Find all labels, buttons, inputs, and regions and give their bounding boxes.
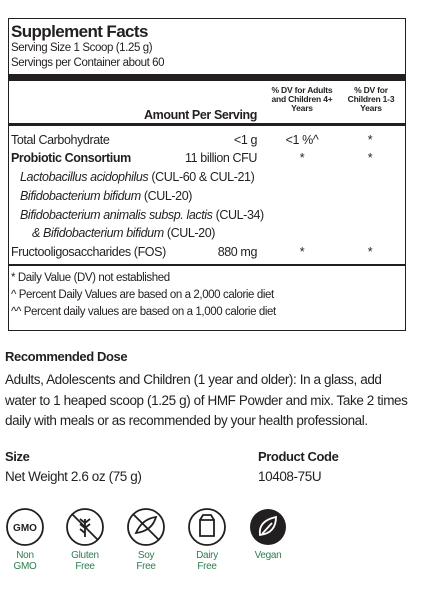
strain: & Bifidobacterium bifidum (CUL-20) (32, 226, 215, 240)
badge-label-line: Free (75, 561, 95, 572)
dv-children: * (367, 151, 373, 165)
strain-code: (CUL-34) (215, 208, 265, 222)
badge-label-line: Non (16, 550, 34, 561)
badge-label-line: Soy (137, 550, 155, 561)
badge-label-line: Vegan (254, 550, 282, 561)
gmo-icon-text: GMO (13, 523, 37, 534)
badge-label: Soy Free (116, 550, 176, 572)
footnote: ^ Percent Daily Values are based on a 2,… (11, 289, 274, 301)
amount: 11 billion CFU (185, 151, 257, 165)
dv-header: % DV for Children 1-3 Years (347, 85, 395, 113)
dose-text: Adults, Adolescents and Children (1 year… (5, 372, 408, 428)
facts-title: Supplement Facts (11, 22, 148, 41)
dv-header: % DV for Adults and Children 4+ Years (271, 85, 333, 113)
rule (9, 123, 405, 126)
amount: <1 g (233, 133, 257, 147)
strain: Bifidobacterium bifidum (CUL-20) (20, 189, 192, 203)
badge-label-line: Gluten (71, 550, 99, 561)
amount: 880 mg (217, 245, 258, 259)
code-heading: Product Code (258, 449, 339, 464)
dose-heading: Recommended Dose (5, 349, 128, 364)
serving-size: Serving Size 1 Scoop (1.25 g) (11, 42, 153, 54)
footnote: ^^ Percent daily values are based on a 1… (11, 306, 276, 318)
strain-code: (CUL-20) (166, 226, 216, 240)
dv-children: * (367, 133, 373, 147)
badge-label-line: GMO (13, 561, 37, 572)
rule (9, 264, 405, 266)
strain-name: Bifidobacterium animalis subsp. lactis (20, 208, 213, 222)
badge-icons: GMO (6, 508, 286, 546)
ingredient-name: Total Carbohydrate (11, 133, 110, 147)
servings: Servings per Container about 60 (11, 57, 165, 69)
size-heading: Size (5, 449, 30, 464)
size-value: Net Weight 2.6 oz (75 g) (5, 469, 142, 484)
strain: Lactobacillus acidophilus (CUL-60 & CUL-… (20, 170, 255, 184)
amount-header: Amount Per Serving (144, 108, 257, 122)
badge-label: Vegan (238, 550, 298, 561)
badge-label: Dairy Free (177, 550, 237, 572)
dv-adults: * (299, 151, 305, 165)
dv-children: * (367, 245, 373, 259)
strain-name: & Bifidobacterium bifidum (32, 226, 164, 240)
badge-label: Gluten Free (55, 550, 115, 572)
facts-box (8, 18, 406, 331)
strain-code: (CUL-20) (143, 189, 193, 203)
strain-code: (CUL-60 & CUL-21) (151, 170, 255, 184)
rule (9, 74, 405, 81)
badge-label-line: Free (136, 561, 156, 572)
badge-label-line: Dairy (196, 550, 218, 561)
badge-label-line: Free (197, 561, 217, 572)
code-value: 10408-75U (258, 469, 322, 484)
ingredient-name: Fructooligosaccharides (FOS) (11, 245, 166, 259)
footnote: * Daily Value (DV) not established (11, 272, 170, 284)
strain-name: Bifidobacterium bifidum (20, 189, 141, 203)
strain: Bifidobacterium animalis subsp. lactis (… (20, 208, 264, 222)
strain-name: Lactobacillus acidophilus (20, 170, 149, 184)
ingredient-name: Probiotic Consortium (11, 151, 131, 165)
dv-adults: <1 %^ (285, 133, 319, 147)
badge-label: Non GMO (0, 550, 55, 572)
dv-adults: * (299, 245, 305, 259)
